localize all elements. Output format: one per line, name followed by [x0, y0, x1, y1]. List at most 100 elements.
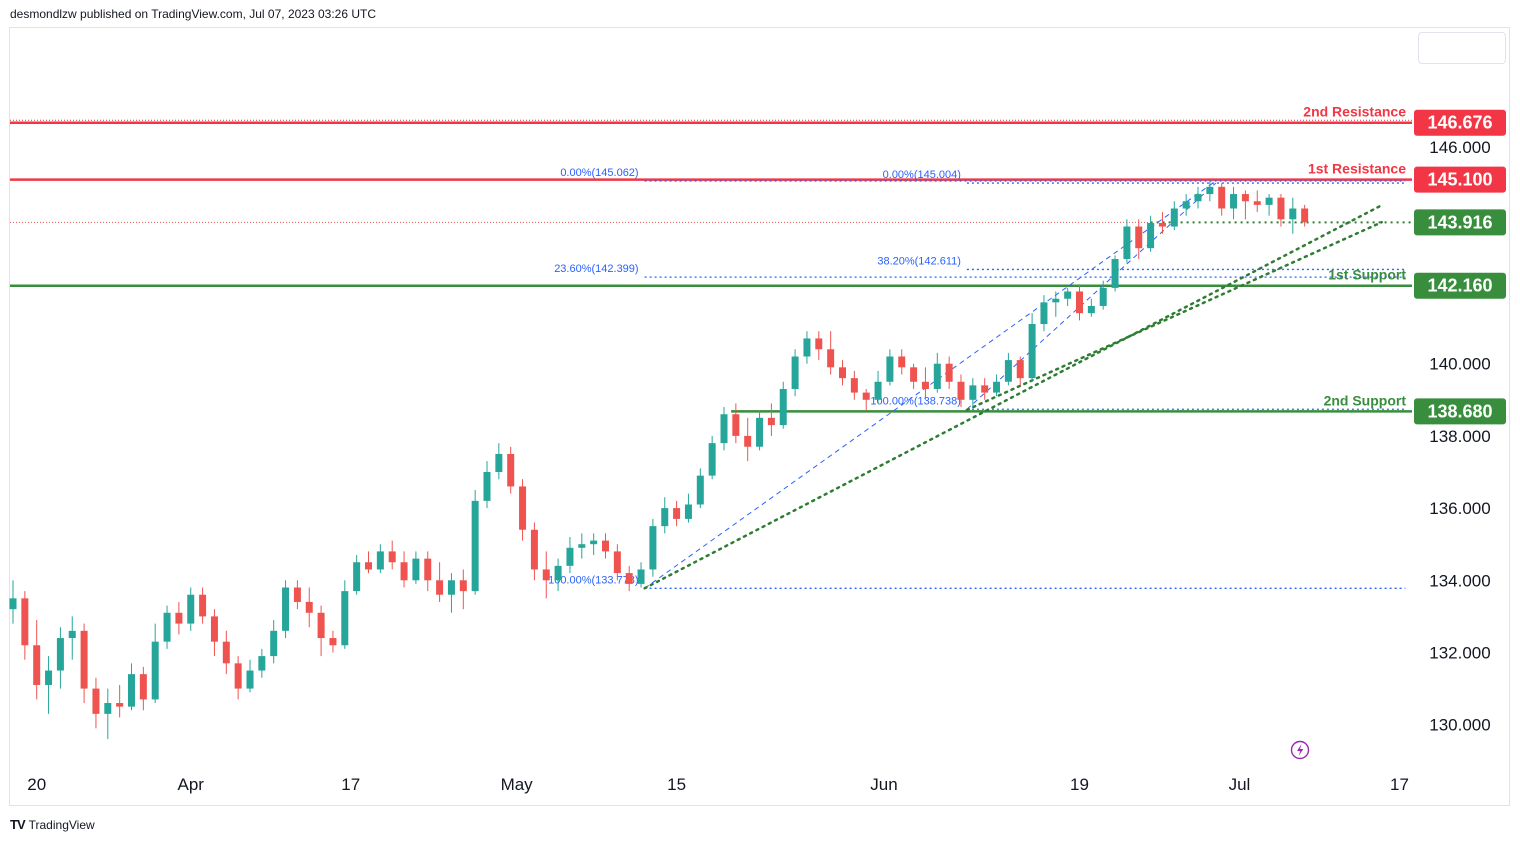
footer-brand: TradingView — [28, 817, 95, 832]
time-axis: 20 Apr 17 May 15 Jun 19 Jul 17 — [27, 775, 1409, 794]
candle-body — [1301, 208, 1309, 223]
sr-levels: 2nd Resistance 1st Resistance 1st Support 2… — [10, 104, 1412, 413]
candle-body — [542, 569, 550, 581]
candle-body — [317, 612, 325, 639]
candle-body — [293, 587, 301, 602]
candle-body — [767, 417, 775, 426]
fib-label: 0.00%(145.004) — [883, 169, 961, 181]
candle-body — [45, 670, 53, 685]
symbol-box[interactable] — [1418, 32, 1506, 64]
x-tick-label: Apr — [178, 775, 205, 794]
footer: TV TradingView — [10, 817, 95, 832]
candle-body — [56, 638, 64, 671]
current-price-label: 143.916 — [1427, 212, 1492, 232]
candle-body — [910, 367, 918, 382]
fib-label: 38.20%(142.611) — [877, 255, 961, 267]
trendline — [965, 220, 1383, 412]
candle-body — [400, 562, 408, 581]
candle-body — [696, 475, 704, 505]
candle-body — [815, 338, 823, 350]
y-tick-label: 136.000 — [1429, 499, 1490, 518]
candle-body — [921, 381, 929, 389]
candle-body — [850, 378, 858, 393]
level-badge-label: 142.160 — [1427, 276, 1492, 296]
candle-body — [163, 612, 171, 642]
candle-body — [637, 569, 645, 584]
x-tick-label: Jun — [870, 775, 897, 794]
level-badge-label: 146.676 — [1427, 113, 1492, 133]
fib-label: 0.00%(145.062) — [560, 167, 638, 179]
candle-body — [187, 594, 195, 624]
price-badges: 146.676 145.100 142.160 138.680 143.916 — [1414, 109, 1506, 425]
candle-body — [613, 551, 621, 574]
candle-body — [1004, 360, 1012, 382]
candle-body — [898, 356, 906, 368]
candle-body — [305, 601, 313, 613]
x-tick-label: 20 — [27, 775, 46, 794]
level-name: 1st Resistance — [1308, 161, 1406, 177]
candle-body — [104, 703, 112, 714]
candle-body — [270, 630, 278, 657]
level-name: 2nd Resistance — [1303, 104, 1406, 120]
candle-body — [578, 544, 586, 548]
candle-body — [483, 472, 491, 501]
candle-body — [1289, 208, 1297, 220]
candle-body — [969, 385, 977, 400]
candle-body — [1123, 226, 1131, 260]
candle-body — [566, 547, 574, 566]
chart-frame — [9, 27, 1510, 806]
candle-body — [708, 443, 716, 476]
candle-body — [1265, 197, 1273, 205]
candle-body — [116, 703, 124, 707]
candle-body — [258, 656, 266, 671]
candle-body — [210, 616, 218, 642]
candle-body — [649, 526, 657, 570]
tradingview-logo-icon: TV — [10, 817, 26, 832]
level-badge-label: 138.680 — [1427, 401, 1492, 421]
candle-body — [993, 381, 1001, 393]
candle-body — [495, 453, 503, 472]
x-tick-label: 15 — [667, 775, 686, 794]
candle-body — [1277, 197, 1285, 220]
candle-body — [1076, 291, 1083, 314]
fib-diagonal — [966, 182, 1217, 410]
candle-body — [471, 500, 479, 592]
candle-body — [365, 562, 372, 570]
y-tick-label: 134.000 — [1429, 571, 1490, 590]
y-tick-label: 146.000 — [1429, 138, 1490, 157]
level-badge — [1414, 398, 1506, 425]
candle-body — [9, 598, 17, 610]
candle-body — [791, 356, 799, 389]
x-tick-label: 19 — [1070, 775, 1089, 794]
candle-body — [862, 392, 870, 400]
level-name: 1st Support — [1328, 267, 1406, 283]
y-tick-label: 138.000 — [1429, 427, 1490, 446]
candle-body — [1194, 194, 1202, 202]
candle-body — [33, 645, 41, 685]
candle-body — [447, 580, 455, 595]
candle-body — [945, 363, 953, 382]
level-badge-label: 145.100 — [1427, 170, 1492, 190]
candle-body — [661, 508, 669, 527]
candle-body — [1111, 259, 1119, 288]
x-tick-label: 17 — [1390, 775, 1409, 794]
candle-body — [756, 417, 764, 447]
candle-body — [720, 414, 728, 444]
fib-label: 23.60%(142.399) — [554, 263, 638, 275]
candle-body — [376, 551, 384, 570]
candles — [9, 180, 1309, 740]
candle-body — [779, 388, 787, 426]
candle-body — [1147, 222, 1155, 249]
candle-body — [673, 508, 681, 519]
candle-body — [151, 641, 159, 700]
candle-body — [827, 349, 835, 368]
alert-icon[interactable] — [1290, 740, 1310, 760]
candle-body — [1040, 302, 1048, 324]
level-badge — [1414, 109, 1506, 136]
candle-body — [1016, 360, 1024, 379]
candle-body — [353, 562, 361, 592]
trendlines — [643, 180, 1383, 590]
candle-body — [329, 638, 337, 646]
trendline — [643, 203, 1383, 590]
